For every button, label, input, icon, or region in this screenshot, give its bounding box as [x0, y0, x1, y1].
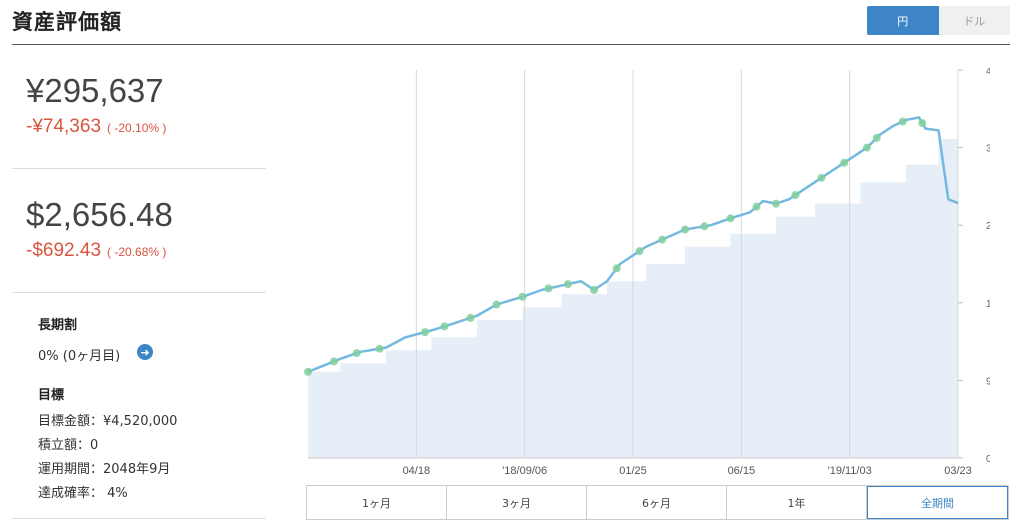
- deposit-marker: [544, 284, 553, 293]
- summary-divider: [12, 168, 266, 169]
- y-tick-label: 27万: [986, 221, 990, 232]
- deposit-marker: [840, 158, 849, 167]
- deposit-marker: [898, 117, 907, 126]
- currency-jpy-button[interactable]: 円: [867, 6, 939, 35]
- deposit-marker: [700, 222, 709, 231]
- y-tick-label: 18万: [986, 299, 990, 310]
- deposit-marker: [817, 173, 826, 182]
- deposit-marker: [352, 349, 361, 358]
- range-all-button[interactable]: 全期間: [867, 486, 1008, 519]
- range-1-year-button[interactable]: 1年: [727, 486, 867, 519]
- goal-target-amount: 目標金額：¥4,520,000: [38, 414, 178, 429]
- range-1-month-button[interactable]: 1ヶ月: [307, 486, 447, 519]
- x-tick-label: 01/25: [619, 465, 647, 477]
- deposit-marker: [658, 235, 667, 244]
- deposit-marker: [772, 199, 780, 208]
- change-usd-percent: ( -20.68% ): [107, 245, 167, 259]
- deposit-marker: [375, 344, 384, 353]
- deposit-marker: [635, 247, 644, 256]
- x-tick-label: 03/23: [944, 465, 972, 477]
- valuation-usd: $2,656.48: [26, 196, 173, 233]
- deposit-marker: [791, 191, 800, 200]
- y-tick-label: 45万: [986, 68, 990, 77]
- long-term-heading: 長期割: [38, 318, 78, 333]
- deposit-marker: [590, 285, 598, 294]
- deposit-marker: [918, 119, 927, 128]
- x-tick-label: '19/11/03: [828, 465, 872, 477]
- x-tick-label: '18/09/06: [502, 465, 547, 477]
- deposit-marker: [492, 300, 501, 309]
- currency-toggle: 円 ドル: [867, 6, 1010, 35]
- goal-heading: 目標: [38, 388, 65, 403]
- deposit-marker: [863, 143, 871, 152]
- valuation-chart[interactable]: 04/18 '18/09/06 01/25 06/15 '19/11/03 03/23 0万…: [300, 68, 990, 478]
- change-jpy-percent: ( -20.10% ): [107, 121, 167, 135]
- header-divider: [12, 44, 1010, 45]
- summary-divider: [12, 292, 266, 293]
- range-selector: 1ヶ月 3ヶ月 6ヶ月 1年 全期間: [306, 485, 1009, 520]
- change-usd: -$692.43 ( -20.68% ): [26, 240, 166, 262]
- deposit-marker: [440, 322, 449, 331]
- goal-accumulated: 積立額：0: [38, 438, 99, 453]
- y-tick-label: 36万: [986, 144, 990, 155]
- long-term-arrow-icon[interactable]: ➜: [137, 344, 153, 360]
- page-header: 資産評価額 円 ドル: [0, 0, 1024, 46]
- deposit-marker: [518, 292, 527, 301]
- deposit-marker: [330, 357, 338, 366]
- deposit-marker: [681, 225, 689, 234]
- valuation-jpy: ¥295,637: [26, 72, 164, 109]
- currency-usd-button[interactable]: ドル: [938, 6, 1010, 35]
- chart-svg: 04/18 '18/09/06 01/25 06/15 '19/11/03 03/23 0万…: [304, 68, 990, 477]
- long-term-value: 0% (0ヶ月目): [38, 349, 121, 364]
- page-title: 資産評価額: [12, 10, 122, 34]
- goal-probability: 達成確率： 4%: [38, 486, 128, 501]
- range-3-month-button[interactable]: 3ヶ月: [447, 486, 587, 519]
- y-tick-label: 0万: [986, 454, 990, 465]
- deposit-marker: [421, 328, 429, 337]
- deposit-marker: [612, 264, 621, 273]
- change-usd-amount: -$692.43: [26, 240, 102, 261]
- deposit-marker: [304, 367, 312, 376]
- deposit-marker: [726, 214, 735, 223]
- deposit-marker: [872, 133, 881, 142]
- deposit-marker: [466, 313, 475, 322]
- x-tick-label: 04/18: [403, 465, 431, 477]
- x-tick-label: 06/15: [728, 465, 756, 477]
- deposit-marker: [564, 280, 572, 289]
- y-tick-label: 9万: [986, 376, 990, 387]
- goal-period: 運用期間：2048年9月: [38, 462, 171, 477]
- range-6-month-button[interactable]: 6ヶ月: [587, 486, 727, 519]
- deposit-marker: [752, 202, 761, 211]
- change-jpy: -¥74,363 ( -20.10% ): [26, 116, 166, 138]
- goal-divider: [12, 518, 266, 519]
- change-jpy-amount: -¥74,363: [26, 116, 102, 137]
